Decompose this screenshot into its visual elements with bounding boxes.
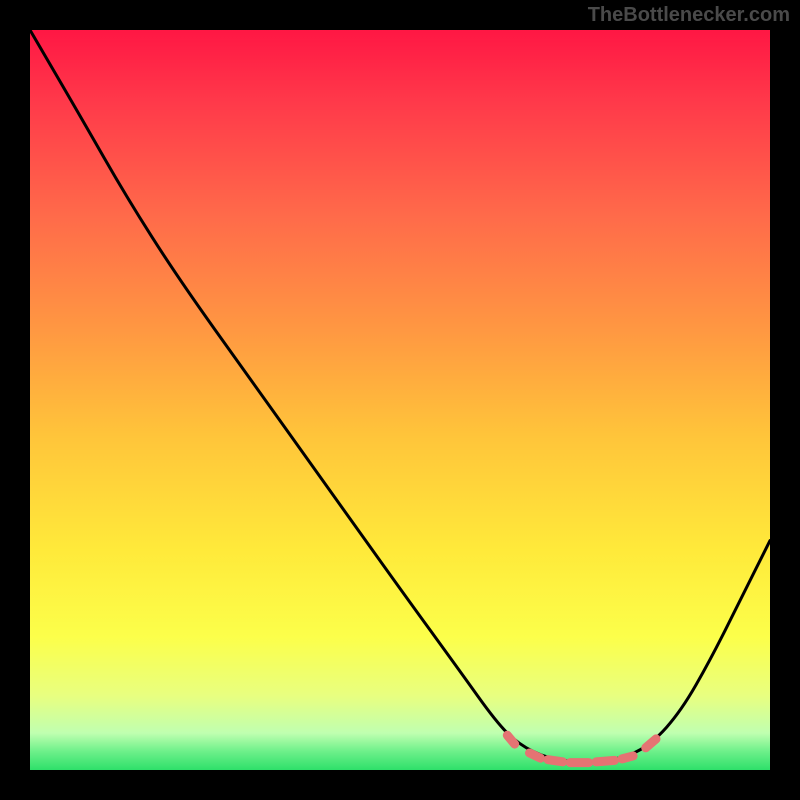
chart-svg <box>30 30 770 770</box>
gradient-background <box>30 30 770 770</box>
marker-segment <box>530 753 541 758</box>
marker-segment <box>507 735 514 744</box>
watermark-text: TheBottlenecker.com <box>588 4 790 27</box>
marker-segment <box>596 760 615 761</box>
chart-container: TheBottlenecker.com <box>0 0 800 800</box>
plot-area <box>30 30 770 770</box>
marker-segment <box>548 760 563 762</box>
marker-segment <box>622 756 633 759</box>
